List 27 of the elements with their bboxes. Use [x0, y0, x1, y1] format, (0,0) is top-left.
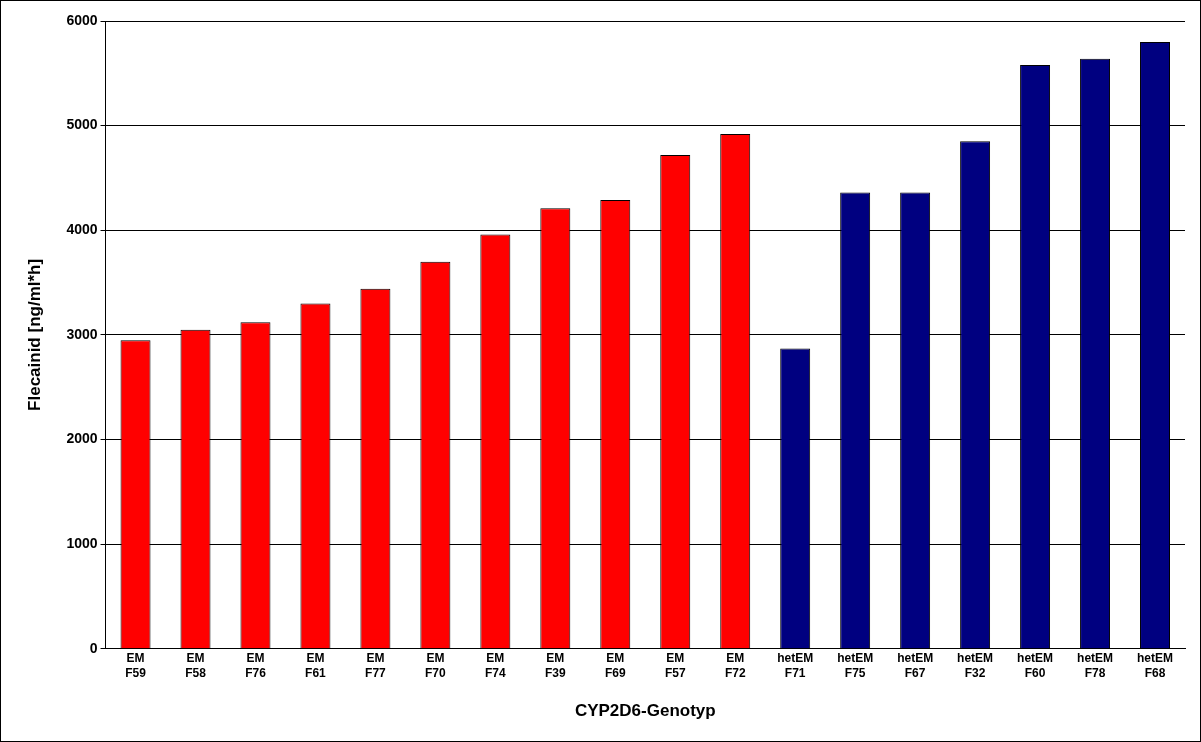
- y-tick-label: 0: [89, 639, 98, 656]
- x-axis-title: CYP2D6-Genotyp: [574, 701, 716, 721]
- x-tick-label: EM F76: [245, 651, 267, 680]
- x-tick-label: hetEM F60: [1017, 651, 1054, 680]
- x-tick-label: EM F72: [724, 651, 746, 680]
- x-tick-label: hetEM F68: [1137, 651, 1174, 680]
- x-tick-label: hetEM F75: [837, 651, 874, 680]
- x-tick-label: EM F70: [425, 651, 447, 680]
- y-tick-label: 4000: [66, 221, 98, 238]
- y-tick-label: 5000: [66, 116, 98, 133]
- x-tick-label: hetEM F78: [1077, 651, 1114, 680]
- x-tick-label: EM F77: [365, 651, 387, 680]
- y-axis-title: Flecainid [ng/ml*h]: [24, 258, 44, 411]
- y-tick-label: 3000: [66, 325, 98, 342]
- y-tick-label: 1000: [66, 535, 98, 552]
- x-tick-label: EM F58: [185, 651, 207, 680]
- x-tick-label: EM F39: [544, 651, 566, 680]
- x-tick-label: EM F61: [305, 651, 327, 680]
- x-tick-label: EM F59: [125, 651, 147, 680]
- y-tick-label: 6000: [66, 11, 98, 28]
- x-tick-label: EM F74: [485, 651, 507, 680]
- x-tick-label: EM F57: [664, 651, 686, 680]
- x-tick-label: hetEM F32: [957, 651, 994, 680]
- x-tick-label: EM F69: [604, 651, 626, 680]
- x-tick-label: hetEM F67: [897, 651, 934, 680]
- x-tick-label: hetEM F71: [777, 651, 814, 680]
- y-tick-label: 2000: [66, 430, 98, 447]
